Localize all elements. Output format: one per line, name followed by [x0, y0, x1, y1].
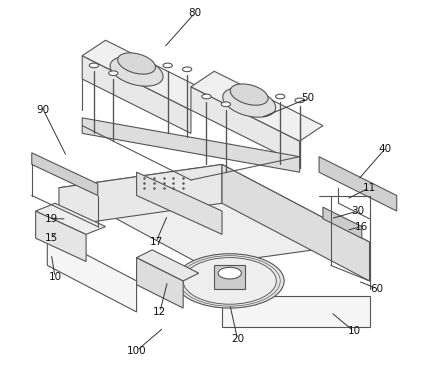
- Text: 16: 16: [355, 222, 369, 231]
- Text: 11: 11: [363, 183, 376, 193]
- Polygon shape: [137, 258, 183, 308]
- Ellipse shape: [182, 67, 192, 72]
- Ellipse shape: [230, 84, 268, 105]
- Text: 60: 60: [371, 284, 384, 294]
- Text: 30: 30: [351, 206, 365, 216]
- Text: 17: 17: [149, 237, 163, 247]
- Text: 10: 10: [48, 272, 62, 282]
- Polygon shape: [36, 211, 86, 262]
- Ellipse shape: [223, 88, 276, 117]
- Ellipse shape: [89, 63, 99, 68]
- Polygon shape: [32, 153, 98, 196]
- Polygon shape: [137, 250, 199, 281]
- Ellipse shape: [110, 56, 163, 86]
- Polygon shape: [59, 165, 369, 265]
- Ellipse shape: [218, 267, 242, 279]
- Ellipse shape: [109, 71, 118, 75]
- Text: 10: 10: [348, 326, 361, 336]
- Ellipse shape: [163, 63, 172, 68]
- Polygon shape: [137, 172, 222, 234]
- Polygon shape: [222, 296, 369, 328]
- Polygon shape: [82, 56, 191, 133]
- Polygon shape: [48, 234, 137, 312]
- Text: 90: 90: [37, 105, 50, 115]
- Text: 12: 12: [153, 307, 166, 317]
- Text: 20: 20: [231, 334, 244, 344]
- Polygon shape: [191, 87, 300, 165]
- Text: 15: 15: [44, 233, 58, 243]
- Ellipse shape: [202, 94, 211, 99]
- Ellipse shape: [183, 258, 276, 304]
- Text: 40: 40: [378, 144, 392, 154]
- Bar: [214, 265, 245, 289]
- Text: 19: 19: [44, 214, 58, 224]
- Ellipse shape: [118, 53, 155, 74]
- Polygon shape: [59, 165, 222, 226]
- Text: 100: 100: [127, 346, 147, 356]
- Ellipse shape: [295, 98, 304, 103]
- Polygon shape: [82, 118, 300, 172]
- Polygon shape: [191, 71, 323, 141]
- Polygon shape: [222, 165, 369, 281]
- Ellipse shape: [175, 254, 284, 308]
- Polygon shape: [82, 40, 214, 110]
- Ellipse shape: [276, 94, 285, 99]
- Text: 50: 50: [301, 93, 314, 104]
- Text: 80: 80: [188, 8, 202, 18]
- Ellipse shape: [221, 102, 230, 107]
- Polygon shape: [319, 157, 396, 211]
- Polygon shape: [323, 207, 362, 238]
- Polygon shape: [36, 203, 106, 234]
